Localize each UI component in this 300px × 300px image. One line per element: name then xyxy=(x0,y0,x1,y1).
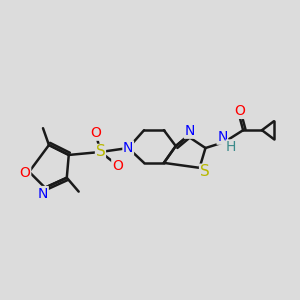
Text: N: N xyxy=(184,124,195,138)
Text: N: N xyxy=(123,141,134,155)
Text: N: N xyxy=(217,130,227,144)
Text: H: H xyxy=(226,140,236,154)
Text: S: S xyxy=(200,164,209,179)
Text: O: O xyxy=(20,166,31,180)
Text: N: N xyxy=(38,187,48,201)
Text: O: O xyxy=(235,104,246,118)
Text: S: S xyxy=(96,145,105,160)
Text: O: O xyxy=(112,159,123,173)
Text: O: O xyxy=(90,126,101,140)
